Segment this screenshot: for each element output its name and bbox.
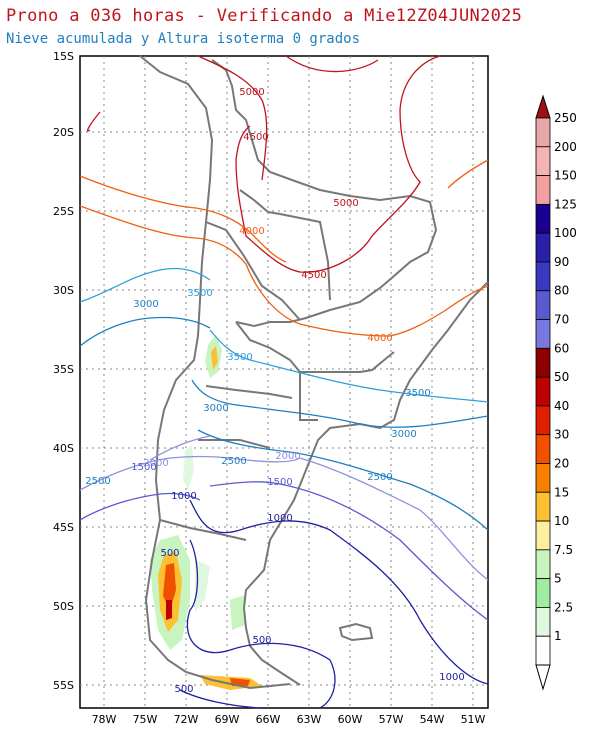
lon-tick-label: 69W xyxy=(215,713,240,726)
lat-tick-label: 50S xyxy=(53,600,74,613)
contour-label: 5000 xyxy=(333,198,358,209)
contour-label: 2500 xyxy=(367,472,392,483)
contour-label: 2500 xyxy=(85,476,110,487)
contour-label: 1000 xyxy=(267,513,292,524)
colorbar-label: 2.5 xyxy=(554,600,573,614)
contour-label: 1000 xyxy=(171,491,196,502)
lon-axis: 78W 75W 72W 69W 66W 63W 60W 57W 54W 51W xyxy=(92,713,486,726)
lon-tick-label: 63W xyxy=(297,713,322,726)
contour-labels: 5000 4500 5000 4500 4000 4000 3500 3000 … xyxy=(85,87,464,695)
colorbar-swatch xyxy=(535,520,551,551)
colorbar-swatch xyxy=(535,347,551,378)
lon-tick-label: 75W xyxy=(133,713,158,726)
colorbar-label: 50 xyxy=(554,370,569,384)
lon-tick-label: 51W xyxy=(461,713,486,726)
contour-label: 3000 xyxy=(133,299,158,310)
colorbar-swatch xyxy=(535,491,551,522)
colorbar-label: 125 xyxy=(554,197,577,211)
lat-tick-label: 25S xyxy=(53,205,74,218)
coastline xyxy=(139,55,489,690)
colorbar-label: 70 xyxy=(554,313,569,327)
colorbar-swatch xyxy=(535,376,551,407)
contour-label: 1500 xyxy=(131,462,156,473)
colorbar-label: 150 xyxy=(554,169,577,183)
freezing-level-contours xyxy=(79,55,489,709)
lat-tick-label: 20S xyxy=(53,126,74,139)
lon-tick-label: 54W xyxy=(420,713,445,726)
lon-tick-label: 78W xyxy=(92,713,117,726)
contour-label: 4500 xyxy=(243,132,268,143)
contour-label: 3500 xyxy=(187,288,212,299)
map-title: Prono a 036 horas - Verificando a Mie12Z… xyxy=(6,6,523,26)
colorbar-swatch xyxy=(535,203,551,234)
map-subtitle: Nieve acumulada y Altura isoterma 0 grad… xyxy=(6,31,361,47)
colorbar-swatch xyxy=(535,319,551,349)
lon-tick-label: 57W xyxy=(379,713,404,726)
contour-label: 4000 xyxy=(367,333,392,344)
colorbar-label: 5 xyxy=(554,572,562,586)
contour-label: 2000 xyxy=(275,451,300,462)
contour-label: 2500 xyxy=(221,456,246,467)
snow-shading xyxy=(150,335,262,690)
map-frame xyxy=(79,55,489,709)
colorbar-label: 15 xyxy=(554,485,569,499)
colorbar-label: 10 xyxy=(554,514,569,528)
colorbar-label: 30 xyxy=(554,428,569,442)
colorbar-label: 1 xyxy=(554,629,562,643)
lat-tick-label: 30S xyxy=(53,284,74,297)
contour-label: 1000 xyxy=(439,672,464,683)
falkland-islands xyxy=(338,622,374,642)
lat-axis: 15S 20S 25S 30S 35S 40S 45S 50S 55S xyxy=(53,50,74,692)
contour-label: 3500 xyxy=(405,388,430,399)
lat-tick-label: 35S xyxy=(53,363,74,376)
contour-label: 500 xyxy=(174,684,193,695)
contour-label: 3000 xyxy=(203,403,228,414)
lat-tick-label: 15S xyxy=(53,50,74,63)
colorbar-swatch xyxy=(535,146,551,176)
colorbar-swatch xyxy=(535,405,551,436)
contour-label: 500 xyxy=(252,635,271,646)
lon-tick-label: 72W xyxy=(174,713,199,726)
colorbar-label: 200 xyxy=(554,140,577,154)
contour-label: 2000 xyxy=(143,458,168,469)
colorbar-swatch xyxy=(535,434,551,464)
contour-label: 3000 xyxy=(391,429,416,440)
colorbar-label: 40 xyxy=(554,399,569,413)
colorbar-swatch xyxy=(535,232,551,263)
colorbar-swatch xyxy=(535,261,551,292)
contour-label: 4500 xyxy=(301,270,326,281)
lat-tick-label: 45S xyxy=(53,521,74,534)
colorbar-swatch xyxy=(535,607,551,637)
lon-tick-label: 60W xyxy=(338,713,363,726)
colorbar: 250 200 150 125 100 90 80 70 60 50 40 30 20 15 10 7.5 5 2… xyxy=(535,94,577,691)
colorbar-label: 60 xyxy=(554,341,569,355)
contour-label: 3500 xyxy=(227,352,252,363)
contour-label: 1500 xyxy=(267,477,292,488)
contour-label: 5000 xyxy=(239,87,264,98)
lat-tick-label: 55S xyxy=(53,679,74,692)
colorbar-swatch xyxy=(535,175,551,205)
colorbar-label: 80 xyxy=(554,284,569,298)
colorbar-label: 7.5 xyxy=(554,543,573,557)
colorbar-swatch xyxy=(535,578,551,608)
colorbar-label: 20 xyxy=(554,456,569,470)
colorbar-top-arrow xyxy=(535,94,551,119)
lat-tick-label: 40S xyxy=(53,442,74,455)
colorbar-label: 90 xyxy=(554,255,569,269)
contour-label: 500 xyxy=(160,548,179,559)
colorbar-label: 100 xyxy=(554,226,577,240)
colorbar-bottom-arrow xyxy=(535,664,551,691)
colorbar-swatch xyxy=(535,463,551,493)
colorbar-label: 250 xyxy=(554,111,577,125)
lon-tick-label: 66W xyxy=(256,713,281,726)
colorbar-swatch xyxy=(535,117,551,148)
colorbar-swatch xyxy=(535,549,551,580)
colorbar-swatch xyxy=(535,635,551,666)
colorbar-swatch xyxy=(535,290,551,320)
contour-label: 4000 xyxy=(239,226,264,237)
